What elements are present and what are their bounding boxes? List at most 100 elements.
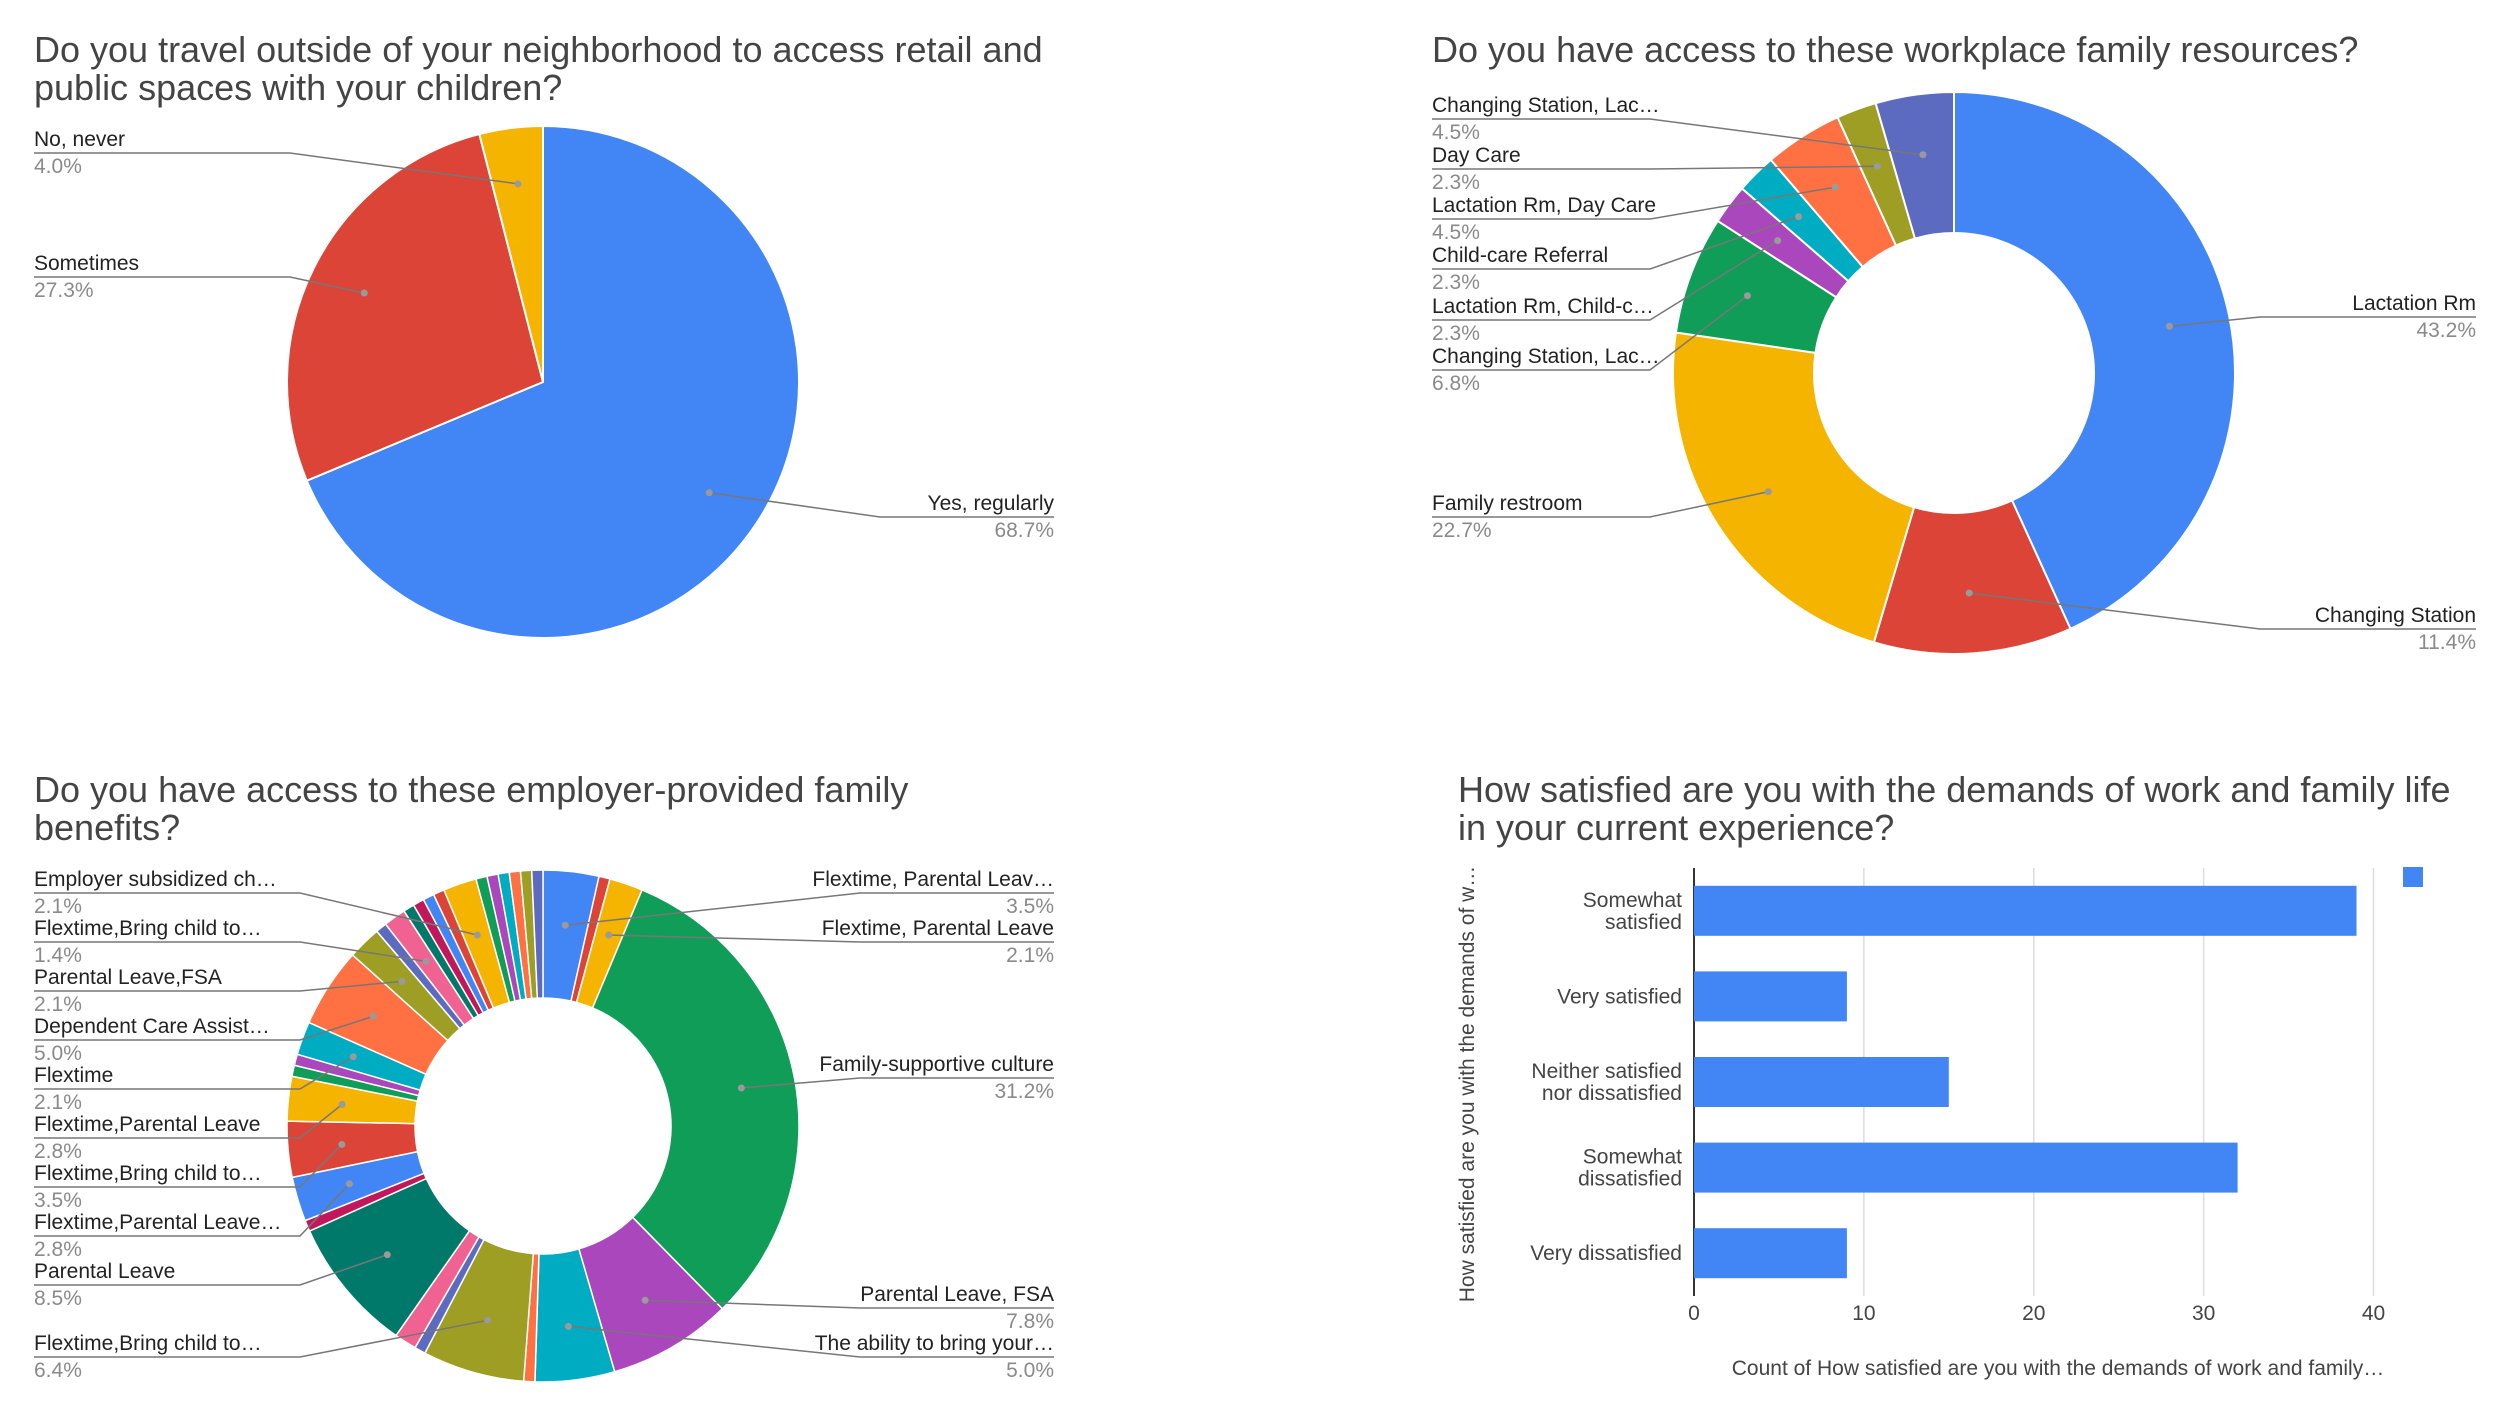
slice-label: Changing Station, Lac… xyxy=(1432,94,1660,117)
slice-percent: 22.7% xyxy=(1432,519,1492,542)
pie-slice-yes-regularly[interactable] xyxy=(305,124,800,639)
chart-title: How satisfied are you with the demands o… xyxy=(1458,769,2450,810)
leader-line xyxy=(34,1143,343,1188)
y-category-label: dissatisfied xyxy=(1578,1168,1682,1191)
pie-slice-no-never[interactable] xyxy=(478,124,544,383)
slice-percent: 6.4% xyxy=(34,1359,82,1382)
slice-label: Flextime, Parental Leave xyxy=(822,917,1054,940)
bar-somewhat-satisfied[interactable] xyxy=(1694,885,2357,936)
leader-line xyxy=(34,276,365,294)
pie-slice-unlabeled[interactable] xyxy=(530,869,544,999)
leader-line xyxy=(645,1299,1054,1309)
slice-label: Sometimes xyxy=(34,252,139,275)
leader-line xyxy=(34,941,427,963)
y-category-label: nor dissatisfied xyxy=(1542,1082,1682,1105)
slice-label: Flextime,Bring child to… xyxy=(34,917,262,940)
slice-percent: 2.8% xyxy=(34,1140,82,1163)
chart-employer-family-benefits: Do you have access to these employer-pro… xyxy=(34,769,1054,1383)
x-axis-title: Count of How satisfied are you with the … xyxy=(1732,1357,2384,1380)
slice-percent: 2.3% xyxy=(1432,271,1480,294)
slice-label: Family-supportive culture xyxy=(819,1053,1054,1076)
leader-dot xyxy=(1919,151,1927,159)
leader-line xyxy=(565,892,1054,926)
legend-swatch xyxy=(2403,867,2423,887)
pie-slice-changing-station-lac[interactable] xyxy=(1874,90,1955,240)
x-tick-label: 0 xyxy=(1688,1302,1700,1325)
slice-label: Changing Station, Lac… xyxy=(1432,345,1660,368)
chart-title: Do you have access to these employer-pro… xyxy=(34,769,908,810)
slice-label: Lactation Rm xyxy=(2352,292,2476,315)
slice-label: Flextime,Bring child to… xyxy=(34,1332,262,1355)
slice-percent: 4.5% xyxy=(1432,121,1480,144)
leader-dot xyxy=(1764,488,1772,496)
slice-label: Parental Leave,FSA xyxy=(34,966,222,989)
slice-percent: 3.5% xyxy=(34,1189,82,1212)
leader-line xyxy=(1432,215,1799,270)
leader-line xyxy=(1969,592,2476,630)
bar-very-satisfied[interactable] xyxy=(1694,971,1847,1022)
x-tick-label: 40 xyxy=(2362,1302,2385,1325)
slice-label: Parental Leave xyxy=(34,1260,175,1283)
leader-dot xyxy=(605,931,613,939)
slice-percent: 1.4% xyxy=(34,944,82,967)
pie-slice-sometimes[interactable] xyxy=(286,132,545,483)
slice-percent: 4.0% xyxy=(34,155,82,178)
slice-percent: 2.3% xyxy=(1432,171,1480,194)
slice-percent: 2.1% xyxy=(34,993,82,1016)
leader-dot xyxy=(564,1322,572,1330)
leader-line xyxy=(2169,316,2476,327)
leader-dot xyxy=(369,1012,377,1020)
slice-label: Family restroom xyxy=(1432,492,1583,515)
chart-title: in your current experience? xyxy=(1458,807,1894,848)
slice-percent: 31.2% xyxy=(994,1080,1054,1103)
leader-line xyxy=(34,1056,354,1090)
slice-label: Parental Leave, FSA xyxy=(860,1283,1054,1306)
slice-percent: 2.1% xyxy=(34,1091,82,1114)
leader-dot xyxy=(705,489,713,497)
slice-label: Lactation Rm, Child-c… xyxy=(1432,295,1654,318)
leader-line xyxy=(34,1183,350,1237)
slice-percent: 6.8% xyxy=(1432,372,1480,395)
leader-dot xyxy=(1774,237,1782,245)
leader-dot xyxy=(1743,292,1751,300)
slice-label: Changing Station xyxy=(2315,604,2476,627)
leader-dot xyxy=(561,921,569,929)
leader-line xyxy=(1432,491,1769,518)
leader-dot xyxy=(422,957,430,965)
leader-line xyxy=(34,892,478,936)
chart-title: benefits? xyxy=(34,807,180,848)
slice-percent: 43.2% xyxy=(2416,319,2476,342)
bar-very-dissatisfied[interactable] xyxy=(1694,1228,1847,1279)
slice-label: Child-care Referral xyxy=(1432,244,1608,267)
slice-label: Lactation Rm, Day Care xyxy=(1432,194,1656,217)
slice-percent: 5.0% xyxy=(1006,1359,1054,1382)
chart-travel-outside-neighborhood: Do you travel outside of your neighborho… xyxy=(34,29,1055,639)
leader-dot xyxy=(1873,162,1881,170)
pie-slice-family-supportive-culture[interactable] xyxy=(591,888,800,1310)
leader-dot xyxy=(398,977,406,985)
slice-label: Employer subsidized ch… xyxy=(34,868,277,891)
pie-slice-lactation-rm[interactable] xyxy=(1953,90,2236,631)
slice-label: Dependent Care Assist… xyxy=(34,1015,270,1038)
slice-label: Yes, regularly xyxy=(928,492,1055,515)
bar-neither-satisfied-nor-dissatisfied[interactable] xyxy=(1694,1057,1949,1107)
chart-title: Do you travel outside of your neighborho… xyxy=(34,29,1043,70)
leader-dot xyxy=(2165,322,2173,330)
leader-dot xyxy=(473,931,481,939)
chart-title: public spaces with your children? xyxy=(34,67,562,108)
leader-dot xyxy=(338,1140,346,1148)
slice-label: Flextime xyxy=(34,1064,113,1087)
slice-label: Flextime,Parental Leave… xyxy=(34,1211,281,1234)
pie-slice-family-restroom[interactable] xyxy=(1672,331,1916,644)
leader-dot xyxy=(484,1316,492,1324)
leader-dot xyxy=(338,1100,346,1108)
leader-line xyxy=(709,491,1054,518)
leader-line xyxy=(1432,118,1924,156)
y-category-label: Neither satisfied xyxy=(1531,1060,1682,1083)
slice-label: No, never xyxy=(34,128,125,151)
leader-dot xyxy=(1795,213,1803,221)
bar-somewhat-dissatisfied[interactable] xyxy=(1694,1142,2238,1193)
chart-title: Do you have access to these workplace fa… xyxy=(1432,29,2358,70)
y-axis-title: How satisfied are you with the demands o… xyxy=(1456,866,1479,1303)
